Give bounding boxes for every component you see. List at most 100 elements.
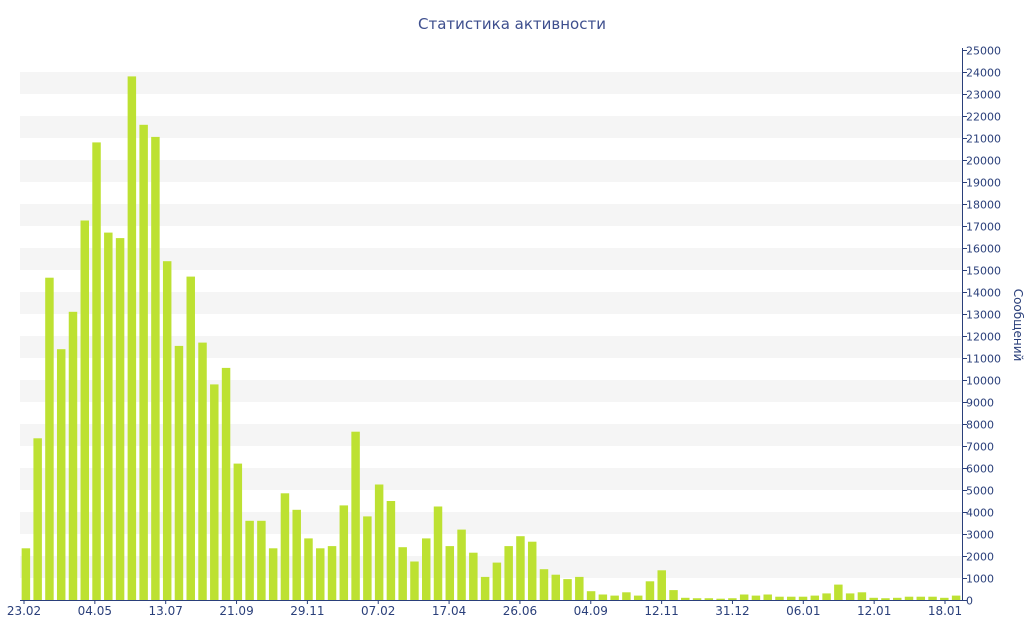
x-tick-label: 13.07 [149,604,183,618]
bar [527,541,537,600]
x-tick-label: 06.01 [786,604,820,618]
y-tick-label: 7000 [966,441,994,454]
grid-band [20,248,962,270]
bar [351,431,360,600]
bar [139,124,148,601]
y-tick-label: 0 [966,595,973,608]
bar [151,136,160,600]
bar [115,238,125,600]
grid-band [20,336,962,358]
bar [186,276,195,600]
y-tick-label: 25000 [966,45,1001,58]
bar [504,546,513,600]
bar [316,548,325,600]
bar [598,594,608,600]
bar [433,506,443,600]
y-tick-label: 4000 [966,507,994,520]
bar [716,598,725,600]
bar [469,552,478,600]
chart-title: Статистика активности [418,15,606,33]
bar [127,76,137,600]
x-tick-label: 29.11 [290,604,324,618]
y-tick-label: 20000 [966,155,1001,168]
bar [775,596,784,600]
bar [104,232,113,600]
y-tick-label: 5000 [966,485,994,498]
x-tick-label: 26.06 [503,604,537,618]
grid-band [20,72,962,94]
bar [739,594,749,600]
grid-band [20,468,962,490]
x-tick-label: 04.09 [574,604,608,618]
y-tick-label: 24000 [966,67,1001,80]
y-tick-label: 2000 [966,551,994,564]
grid-band [20,116,962,138]
y-tick-label: 9000 [966,397,994,410]
y-tick-label: 18000 [966,199,1001,212]
bar [421,538,431,600]
y-axis-title: Сообщений [1011,289,1024,362]
bar [410,561,419,600]
y-tick-label: 10000 [966,375,1001,388]
y-tick-label: 21000 [966,133,1001,146]
x-tick-label: 31.12 [715,604,749,618]
bar [92,142,101,600]
bar [339,505,349,600]
bar [516,536,525,600]
y-tick-label: 15000 [966,265,1001,278]
bar [610,595,619,600]
bar [292,509,301,600]
y-tick-label: 3000 [966,529,994,542]
x-tick-label: 07.02 [361,604,395,618]
bar [233,463,243,600]
bar [633,595,643,600]
grid-band [20,292,962,314]
bar [657,570,666,600]
bar [480,576,490,600]
bar [445,546,455,600]
x-tick-label: 18.01 [928,604,962,618]
bar [881,598,890,600]
x-tick-label: 12.11 [644,604,678,618]
bar [787,596,796,600]
bar [80,220,90,600]
bar [928,596,937,600]
bar [551,574,561,600]
bar [221,367,231,600]
bar [645,581,655,600]
y-tick-label: 23000 [966,89,1001,102]
y-tick-label: 13000 [966,309,1001,322]
bar [940,597,949,600]
bar [951,595,961,600]
bar [586,591,596,600]
grid-band [20,160,962,182]
bar [386,501,396,600]
bar [763,594,772,600]
bar [492,562,502,600]
bar [257,520,266,600]
bar [398,547,407,600]
bar [21,548,31,600]
grid-band [20,424,962,446]
bar [845,593,855,600]
x-tick-label: 23.02 [7,604,41,618]
bar [869,597,878,600]
bar [45,277,54,600]
x-tick-label: 21.09 [219,604,253,618]
bar [198,342,207,600]
bar [33,438,42,600]
bar [575,576,584,600]
bar [210,384,219,600]
bar [457,529,466,600]
grid-band [20,512,962,534]
bar [174,345,184,600]
y-tick-label: 6000 [966,463,994,476]
x-tick-label: 04.05 [78,604,112,618]
bar [374,484,384,600]
bar [728,598,737,600]
bar [834,584,843,600]
bar [304,538,313,600]
y-tick-label: 22000 [966,111,1001,124]
y-tick-label: 19000 [966,177,1001,190]
bar [280,493,290,600]
